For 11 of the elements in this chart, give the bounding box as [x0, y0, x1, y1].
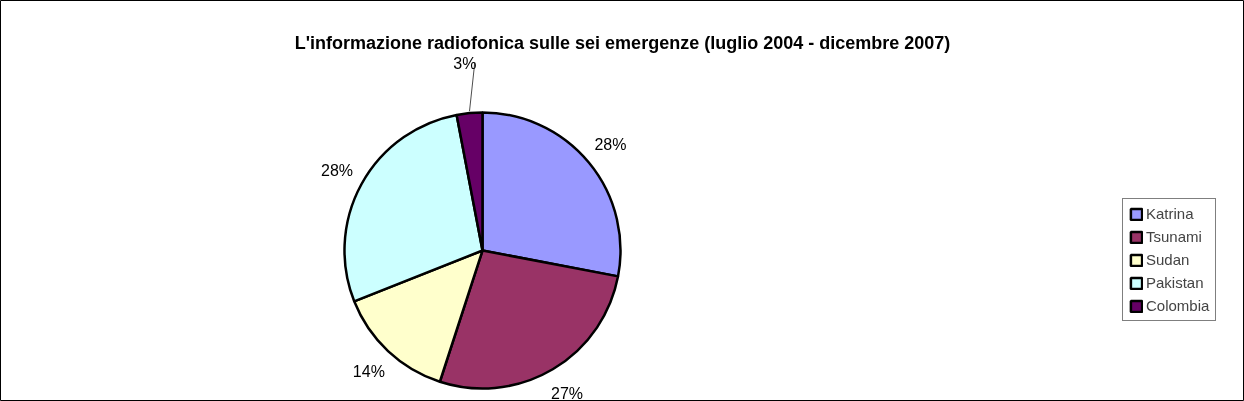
data-label: 27% [550, 384, 584, 401]
legend-label: Tsunami [1146, 228, 1202, 245]
legend-label: Pakistan [1146, 274, 1204, 291]
data-label: 28% [321, 162, 354, 180]
data-label: 14% [352, 363, 385, 381]
legend-label: Colombia [1146, 297, 1210, 314]
legend-label: Katrina [1146, 205, 1194, 222]
data-label: 28% [594, 136, 627, 154]
data-label: 3% [453, 54, 477, 72]
legend-label: Sudan [1146, 251, 1190, 268]
chart-title: L'informazione radiofonica sulle sei emergenze (luglio 2004 - dicembre 2007) [294, 32, 951, 53]
